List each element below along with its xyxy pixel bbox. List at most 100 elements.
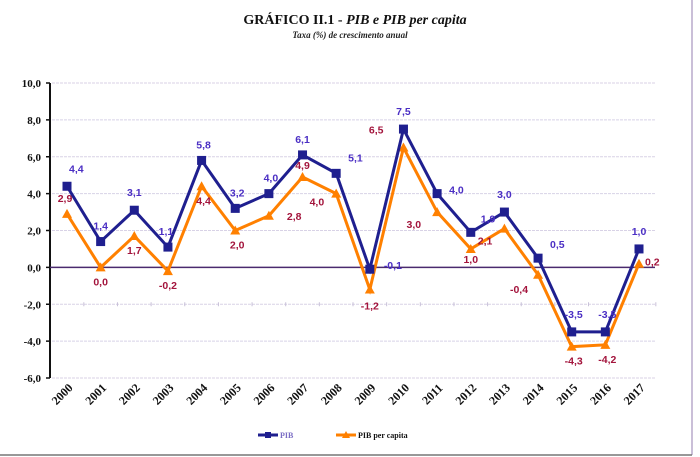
- x-tick-label: 2011: [419, 381, 445, 407]
- data-point-pib: [264, 189, 274, 199]
- x-axis: 2000 2001 2002 2003 2004 2005 2006 2007 2008 2009…: [49, 266, 657, 408]
- x-tick-label: 2016: [587, 381, 614, 408]
- data-label-pib-per-capita: 1,7: [127, 245, 142, 257]
- legend-marker-square-icon: [265, 432, 271, 438]
- data-label-pib: 4,0: [264, 173, 279, 185]
- x-tick-label: 2008: [318, 381, 345, 408]
- series-line-pib-per-capita: [65, 143, 641, 349]
- x-tick-label: 2006: [251, 381, 278, 408]
- data-label-pib-per-capita: 2,8: [287, 211, 302, 223]
- series-line-pib: [65, 124, 641, 334]
- data-label-pib: -3,5: [598, 309, 616, 321]
- legend: PIB PIB per capita: [258, 431, 408, 440]
- data-point-pib-per-capita: [432, 207, 443, 217]
- data-label-pib: 1,4: [93, 221, 108, 233]
- x-tick-label: 2010: [385, 381, 412, 408]
- data-point-pib-per-capita: [129, 231, 140, 241]
- data-point-pib: [197, 155, 207, 165]
- data-point-pib: [600, 327, 610, 337]
- data-label-pib: 3,2: [230, 187, 245, 199]
- data-point-pib: [230, 203, 240, 213]
- data-point-pib-per-capita: [196, 181, 207, 191]
- data-label-pib-per-capita: 4,9: [295, 160, 310, 172]
- x-tick-label: 2012: [453, 381, 480, 408]
- chart-title-separator: -: [334, 13, 346, 28]
- data-point-pib-per-capita: [331, 188, 342, 198]
- chart-title: GRÁFICO II.1 - PIB e PIB per capita: [243, 11, 466, 28]
- data-point-pib: [298, 150, 308, 160]
- data-label-pib-per-capita: 4,0: [310, 197, 325, 209]
- x-tick-label: 2014: [520, 381, 547, 408]
- data-point-pib-per-capita: [297, 172, 308, 182]
- y-tick-label: -2,0: [24, 299, 42, 311]
- data-point-pib-per-capita: [533, 269, 544, 279]
- x-tick-label: 2009: [352, 381, 379, 408]
- data-label-pib: 1,0: [632, 226, 647, 238]
- x-tick-label: 2013: [486, 381, 513, 408]
- data-point-pib-per-capita: [634, 258, 644, 268]
- y-tick-label: -4,0: [24, 336, 42, 348]
- data-label-pib: 5,1: [348, 152, 363, 164]
- y-axis: 10,0 8,0 6,0 4,0 2,0 0,0 -2,0 -4,0 -6,0: [22, 78, 51, 385]
- chart-title-italic: PIB e PIB per capita: [346, 13, 467, 28]
- data-point-pib-per-capita: [499, 223, 510, 233]
- data-point-pib: [62, 181, 72, 191]
- data-point-pib-per-capita: [263, 210, 274, 220]
- data-label-pib: 3,0: [497, 189, 512, 201]
- legend-entry-pib: PIB: [258, 431, 294, 440]
- data-point-pib-per-capita: [364, 284, 375, 294]
- data-point-pib: [466, 227, 476, 237]
- x-tick-label: 2001: [82, 381, 109, 408]
- data-point-pib-per-capita: [62, 208, 72, 218]
- y-tick-label: 10,0: [22, 78, 42, 90]
- series-group: [62, 124, 644, 351]
- data-label-pib-per-capita: 2,1: [478, 236, 493, 248]
- y-tick-label: 0,0: [27, 262, 41, 274]
- data-point-pib: [432, 189, 442, 199]
- data-label-pib-per-capita: 4,4: [196, 195, 211, 207]
- data-label-pib-per-capita: 3,0: [407, 219, 422, 231]
- data-label-pib: 4,4: [69, 163, 84, 175]
- data-labels: 4,4 1,4 3,1 1,1 5,8 3,2 4,0 6,1 5,1 -0,1 7,5 4,0 1,9…: [58, 106, 660, 368]
- data-label-pib-per-capita: 2,0: [230, 240, 245, 252]
- data-point-pib: [129, 205, 139, 215]
- x-tick-label: 2005: [217, 381, 244, 408]
- data-label-pib: 1,9: [481, 213, 496, 225]
- y-tick-label: -6,0: [24, 373, 42, 385]
- data-point-pib-per-capita: [600, 339, 611, 349]
- data-label-pib: 4,0: [449, 185, 464, 197]
- data-label-pib-per-capita: 0,0: [93, 276, 108, 288]
- data-label-pib-per-capita: 2,9: [58, 193, 73, 205]
- data-label-pib-per-capita: 1,0: [463, 254, 478, 266]
- data-point-pib-per-capita: [95, 262, 106, 272]
- data-point-pib: [533, 253, 543, 263]
- data-label-pib-per-capita: -0,4: [510, 284, 528, 296]
- data-label-pib: 3,1: [127, 187, 142, 199]
- data-label-pib: 1,1: [159, 226, 174, 238]
- chart-subtitle: Taxa (%) de crescimento anual: [292, 30, 408, 40]
- data-label-pib-per-capita: 6,5: [369, 125, 384, 137]
- data-point-pib: [499, 207, 509, 217]
- legend-label-pib: PIB: [280, 431, 294, 440]
- y-tick-label: 8,0: [27, 115, 41, 127]
- data-point-pib: [96, 237, 106, 247]
- x-tick-label: 2017: [621, 381, 648, 408]
- data-label-pib: 5,8: [196, 139, 211, 151]
- data-point-pib-per-capita: [398, 142, 409, 152]
- data-label-pib-per-capita: -4,3: [565, 356, 583, 368]
- data-point-pib-per-capita: [465, 243, 476, 253]
- data-point-pib: [163, 242, 173, 252]
- data-label-pib-per-capita: -1,2: [361, 301, 379, 313]
- data-point-pib-per-capita: [162, 266, 173, 276]
- chart-title-main: GRÁFICO II.1: [243, 11, 334, 28]
- data-point-pib: [365, 264, 375, 274]
- data-label-pib-per-capita: -0,2: [159, 280, 177, 292]
- x-tick-label: 2003: [150, 381, 177, 408]
- y-tick-label: 4,0: [27, 189, 41, 201]
- x-tick-label: 2015: [553, 381, 580, 408]
- x-tick-label: 2007: [284, 381, 311, 408]
- data-label-pib: 6,1: [295, 134, 310, 146]
- data-label-pib-per-capita: -4,2: [598, 354, 616, 366]
- x-tick-label: 2004: [183, 381, 210, 408]
